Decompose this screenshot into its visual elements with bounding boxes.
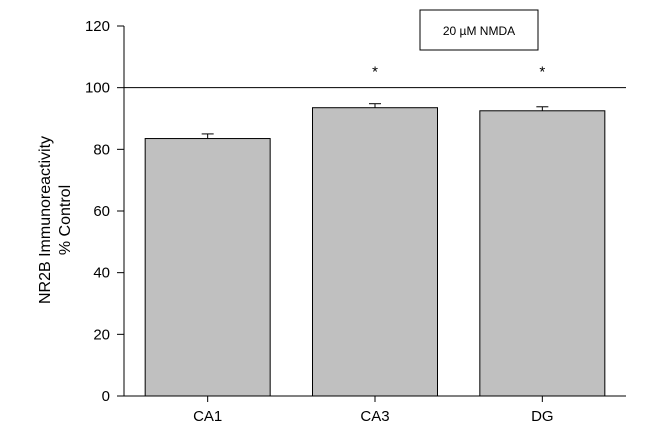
y-tick-label: 20 [93, 326, 110, 343]
y-axis-title-line: % Control [57, 185, 74, 255]
y-tick-label: 60 [93, 203, 110, 220]
bar-ca1 [144, 138, 271, 397]
y-axis-title-text: NR2B Immunoreactivity% Control [37, 136, 74, 304]
bar-dg [479, 110, 606, 397]
y-tick-label: 40 [93, 265, 110, 282]
y-tick-label: 0 [102, 388, 110, 405]
y-axis-title: NR2B Immunoreactivity% Control [37, 136, 74, 304]
legend-label: 20 µM NMDA [443, 24, 515, 38]
bar-ca3 [312, 107, 438, 397]
significance-marker: * [539, 64, 545, 81]
legend: 20 µM NMDA [419, 9, 539, 51]
y-tick-label: 120 [85, 18, 110, 35]
y-axis-title-line: NR2B Immunoreactivity [37, 136, 54, 304]
legend-box [419, 9, 539, 51]
significance-marker: * [372, 64, 378, 81]
x-tick-label: CA3 [360, 408, 389, 425]
x-tick-label: DG [531, 408, 554, 425]
plot-area: 0 20 40 60 80 100 120 CA1 CA3 * DG * [85, 18, 626, 425]
x-tick-label: CA1 [193, 408, 222, 425]
y-tick-label: 100 [85, 80, 110, 97]
y-tick-label: 80 [93, 141, 110, 158]
